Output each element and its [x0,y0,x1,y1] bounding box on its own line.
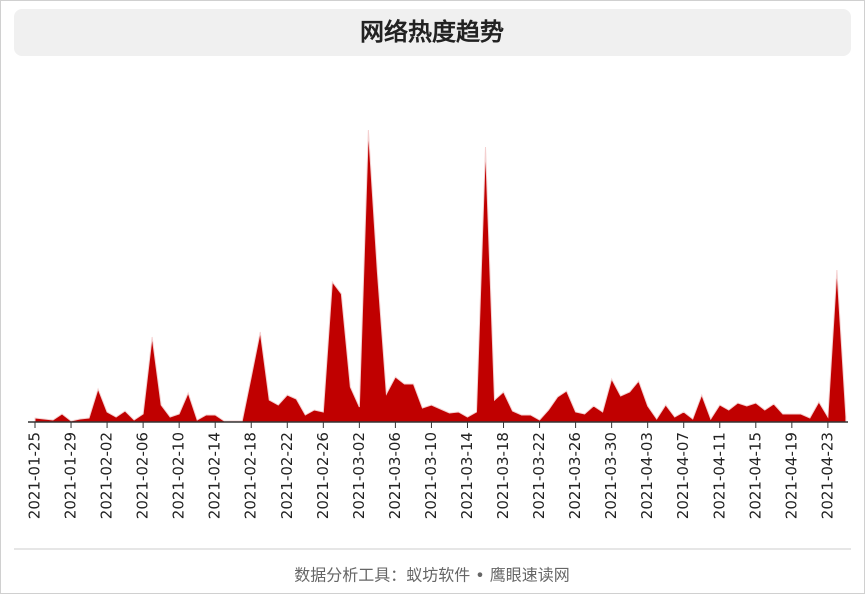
x-tick-label: 2021-04-07 [674,432,692,519]
x-tick-label: 2021-01-29 [62,432,80,519]
x-tick-label: 2021-03-14 [458,432,476,519]
x-tick-label: 2021-03-18 [494,432,512,519]
x-tick-label: 2021-03-06 [386,432,404,519]
x-tick-label: 2021-03-30 [602,432,620,519]
x-tick-label: 2021-02-22 [278,432,296,519]
x-tick-label: 2021-04-03 [638,432,656,519]
title-bar [14,9,851,56]
x-tick-label: 2021-02-06 [134,432,152,519]
x-tick-label: 2021-02-18 [242,432,260,519]
x-tick-label: 2021-03-02 [350,432,368,519]
x-tick-label: 2021-04-19 [782,432,800,519]
x-tick-label: 2021-01-25 [26,432,44,519]
x-tick-label: 2021-04-23 [818,432,836,519]
x-tick-label: 2021-02-26 [314,432,332,519]
x-tick-label: 2021-03-26 [566,432,584,519]
area [34,129,847,423]
x-tick-label: 2021-03-10 [422,432,440,519]
x-tick-label: 2021-04-11 [710,432,728,519]
footer: 数据分析工具：蚁坊软件 • 鹰眼速读网 [294,566,570,585]
x-tick-label: 2021-02-02 [98,432,116,519]
x-tick-label: 2021-03-22 [530,432,548,519]
x-tick-label: 2021-04-15 [746,432,764,519]
chart-title: 网络热度趋势 [360,18,504,46]
x-tick-label: 2021-02-10 [170,432,188,519]
x-tick-label: 2021-02-14 [206,432,224,519]
